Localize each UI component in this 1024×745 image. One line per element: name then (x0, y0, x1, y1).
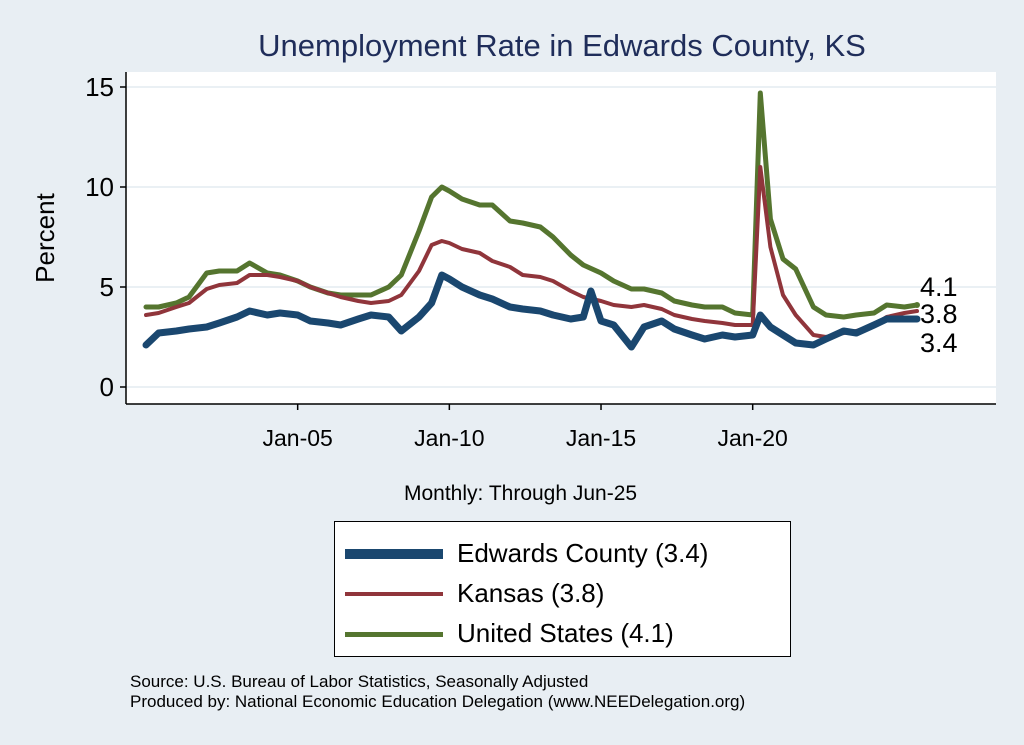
source-line: Source: U.S. Bureau of Labor Statistics,… (130, 672, 589, 691)
plot-area (126, 72, 996, 404)
legend-item-kansas: Kansas (3.8) (335, 575, 790, 615)
legend-swatch-us (345, 632, 443, 637)
end-label: 4.1 (920, 272, 958, 302)
x-tick-label: Jan-15 (566, 425, 636, 451)
producer-line: Produced by: National Economic Education… (130, 692, 746, 711)
end-label: 3.8 (920, 299, 958, 329)
end-value-labels: 4.13.83.4 (920, 272, 958, 358)
end-label: 3.4 (920, 328, 958, 358)
legend-label-kansas: Kansas (3.8) (457, 578, 605, 608)
legend-label-us: United States (4.1) (457, 618, 674, 648)
series-lines (142, 90, 921, 351)
ticks: 0 5 10 15 Jan-05 Jan-10 Jan-15 Jan-20 (85, 72, 788, 451)
chart-svg: 0 5 10 15 Jan-05 Jan-10 Jan-15 Jan-20 Percent 4… (30, 72, 996, 451)
x-tick-label: Jan-20 (718, 425, 788, 451)
x-tick-label: Jan-10 (414, 425, 484, 451)
y-tick-label: 15 (85, 72, 114, 102)
legend-swatch-kansas (345, 592, 443, 596)
legend-item-edwards: Edwards County (3.4) (335, 535, 790, 575)
legend-item-us: United States (4.1) (335, 615, 790, 655)
x-axis-caption: Monthly: Through Jun-25 (404, 482, 638, 505)
y-tick-label: 10 (85, 172, 114, 202)
series-line-0 (142, 271, 921, 351)
series-end-marker (914, 302, 920, 308)
legend-swatch-edwards (345, 549, 443, 559)
legend-label-edwards: Edwards County (3.4) (457, 538, 709, 568)
y-tick-label: 0 (100, 372, 114, 402)
y-tick-label: 5 (100, 272, 114, 302)
series-line-1 (144, 165, 919, 339)
legend: Edwards County (3.4) Kansas (3.8) United… (334, 521, 791, 657)
source-note: Source: U.S. Bureau of Labor Statistics,… (130, 672, 745, 712)
y-axis-label: Percent (30, 192, 60, 282)
axes (125, 72, 996, 405)
x-tick-label: Jan-05 (263, 425, 333, 451)
chart-title: Unemployment Rate in Edwards County, KS (258, 28, 866, 63)
